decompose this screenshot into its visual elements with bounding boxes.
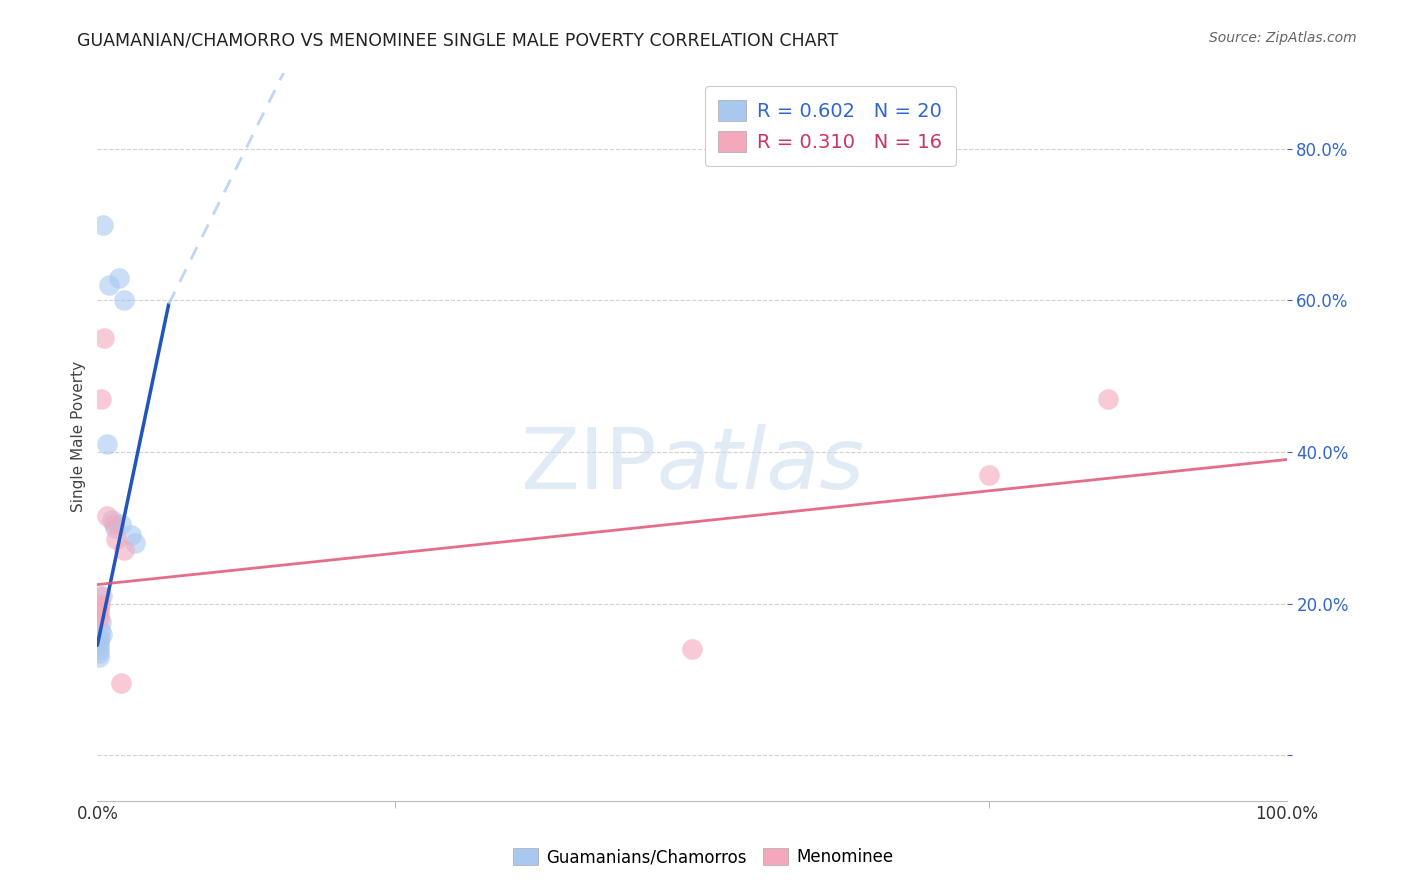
Text: atlas: atlas	[657, 425, 865, 508]
Point	[87, 634, 110, 648]
Point	[107, 270, 129, 285]
Point	[112, 543, 135, 558]
Point	[87, 649, 110, 664]
Point	[105, 532, 128, 546]
Point	[96, 437, 118, 451]
Point	[110, 516, 132, 531]
Point	[87, 604, 110, 618]
Point	[1097, 392, 1119, 406]
Point	[98, 278, 121, 293]
Point	[91, 589, 114, 603]
Point	[91, 627, 114, 641]
Point	[90, 615, 112, 630]
Point	[96, 509, 118, 524]
Text: ZIP: ZIP	[520, 425, 657, 508]
Point	[87, 600, 110, 615]
Point	[87, 638, 110, 652]
Point	[93, 331, 115, 345]
Point	[87, 646, 110, 660]
Text: GUAMANIAN/CHAMORRO VS MENOMINEE SINGLE MALE POVERTY CORRELATION CHART: GUAMANIAN/CHAMORRO VS MENOMINEE SINGLE M…	[77, 31, 838, 49]
Point	[110, 676, 132, 690]
Legend: Guamanians/Chamorros, Menominee: Guamanians/Chamorros, Menominee	[505, 840, 901, 875]
Legend: R = 0.602   N = 20, R = 0.310   N = 16: R = 0.602 N = 20, R = 0.310 N = 16	[704, 87, 956, 166]
Point	[89, 623, 111, 637]
Point	[87, 612, 110, 626]
Point	[87, 607, 110, 622]
Point	[91, 218, 114, 232]
Point	[104, 521, 127, 535]
Point	[103, 516, 125, 531]
Point	[87, 642, 110, 657]
Point	[90, 392, 112, 406]
Text: Source: ZipAtlas.com: Source: ZipAtlas.com	[1209, 31, 1357, 45]
Point	[124, 536, 146, 550]
Y-axis label: Single Male Poverty: Single Male Poverty	[72, 361, 86, 512]
Point	[89, 597, 111, 611]
Point	[100, 513, 122, 527]
Point	[120, 528, 142, 542]
Point	[89, 631, 111, 645]
Point	[681, 642, 703, 657]
Point	[89, 589, 111, 603]
Point	[979, 467, 1001, 482]
Point	[112, 293, 135, 308]
